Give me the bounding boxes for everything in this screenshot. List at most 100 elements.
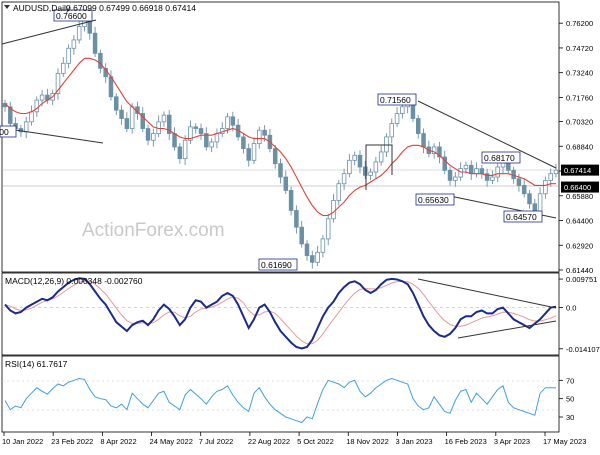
x-tick-label: 10 Jan 2022 xyxy=(2,437,43,446)
candle-body xyxy=(415,118,421,134)
rsi-line xyxy=(4,377,557,424)
candle-body xyxy=(331,200,336,220)
trendline-macd-lower xyxy=(457,320,557,339)
watermark: ActionForex.com xyxy=(82,220,225,241)
candle-body xyxy=(490,176,495,181)
price-tag-box xyxy=(561,181,599,193)
macd-line xyxy=(4,277,557,350)
y-tick-label: 0.76200 xyxy=(566,19,593,28)
annotation-label: 0.66600 xyxy=(0,127,9,137)
candle-body xyxy=(447,169,453,181)
candle-body xyxy=(421,133,426,148)
candle-body xyxy=(474,168,479,175)
candle-body xyxy=(400,106,405,114)
candle-body xyxy=(479,168,485,175)
candle-body xyxy=(527,193,532,205)
candle-body xyxy=(352,154,357,161)
annotation-label: 0.76600 xyxy=(56,11,87,21)
trendline-top-left xyxy=(1,19,97,45)
candle-body xyxy=(124,118,130,129)
candle-body xyxy=(140,113,146,129)
x-tick-label: 8 Apr 2022 xyxy=(100,437,136,446)
x-tick-label: 22 Aug 2022 xyxy=(248,437,290,446)
candle-body xyxy=(161,114,167,123)
candle-body xyxy=(363,166,368,176)
candle-body xyxy=(315,251,320,263)
candle-body xyxy=(246,148,251,161)
candle-body xyxy=(516,178,522,186)
flag-bracket xyxy=(365,144,393,190)
y-tick-label: 0.61440 xyxy=(566,266,593,275)
candle-body xyxy=(453,176,458,181)
candle-body xyxy=(230,116,236,126)
candle-body xyxy=(304,243,310,257)
candle-body xyxy=(151,133,156,141)
annotation-0: 0.76600 xyxy=(53,9,93,22)
candle-body xyxy=(294,210,299,228)
candle-body xyxy=(468,164,474,175)
candle-body xyxy=(373,161,379,173)
candle-body xyxy=(384,136,389,153)
macd-group xyxy=(4,277,557,350)
y-tick-label: 0.009751 xyxy=(566,275,597,284)
candle-body xyxy=(283,176,289,191)
rsi-label: RSI(14) 61.7617 xyxy=(5,359,68,369)
candle-body xyxy=(225,116,230,129)
price-tags-group: 0.67414 0.66400 xyxy=(561,164,599,193)
collapse-triangle-icon xyxy=(4,5,10,9)
x-tick-label: 7 Jul 2022 xyxy=(199,437,234,446)
trendline-wedge-upper xyxy=(417,100,557,169)
candle-body xyxy=(394,113,400,124)
ma-group xyxy=(4,57,556,217)
candle-body xyxy=(61,62,66,74)
candle-body xyxy=(204,133,209,148)
candle-body xyxy=(325,218,331,240)
candle-body xyxy=(92,32,98,54)
candle-body xyxy=(193,126,198,129)
candle-body xyxy=(34,99,40,113)
annotation-label: 0.68170 xyxy=(484,153,515,163)
macd-signal-line xyxy=(4,280,557,345)
x-ticks-group: 10 Jan 2022 23 Feb 2022 8 Apr 2022 24 May 2… xyxy=(2,432,586,446)
y-tick-label: 0.74720 xyxy=(566,44,593,53)
annotation-3: 0.61690 xyxy=(258,258,298,271)
y-tick-label: -0.014107 xyxy=(566,345,600,354)
candle-body xyxy=(553,169,559,175)
macd-label: MACD(12,26,9) 0.000348 -0.002760 xyxy=(5,276,143,286)
x-tick-label: 23 Feb 2022 xyxy=(51,437,93,446)
candle-body xyxy=(214,133,220,143)
ohlc-label: 0.67099 0.67499 0.66918 0.67414 xyxy=(66,3,196,13)
candle-body xyxy=(257,129,262,144)
y-tick-label: 0.70320 xyxy=(566,118,593,127)
candle-body xyxy=(241,136,246,150)
candle-body xyxy=(209,141,214,148)
price-tag-label: 0.66400 xyxy=(564,183,591,192)
candle-body xyxy=(198,128,204,134)
candle-body xyxy=(299,226,304,245)
candle-body xyxy=(548,173,553,181)
rsi-group xyxy=(4,377,557,424)
candle-body xyxy=(310,255,315,263)
candle-body xyxy=(182,139,188,160)
candle-body xyxy=(66,47,71,64)
y-tick-label: 0.64400 xyxy=(566,217,593,226)
candle-body xyxy=(543,179,548,195)
y-tick-label: 0.62920 xyxy=(566,241,593,250)
y-tick-label: 0.71760 xyxy=(566,93,593,102)
annotation-5: 0.68170 xyxy=(481,151,521,164)
moving-average-line xyxy=(4,57,556,217)
candle-body xyxy=(39,94,45,101)
candle-body xyxy=(272,148,278,165)
candle-body xyxy=(119,109,124,119)
candle-body xyxy=(29,111,34,123)
candle-body xyxy=(341,173,347,185)
annotation-2: 0.71560 xyxy=(377,93,417,106)
y-tick-label: 0.68840 xyxy=(566,142,593,151)
price-tag-box xyxy=(561,164,599,176)
candle-body xyxy=(368,171,373,176)
candle-body xyxy=(177,146,183,160)
price-tag-label: 0.67414 xyxy=(564,166,591,175)
candle-body xyxy=(188,126,193,141)
candle-body xyxy=(431,146,437,155)
